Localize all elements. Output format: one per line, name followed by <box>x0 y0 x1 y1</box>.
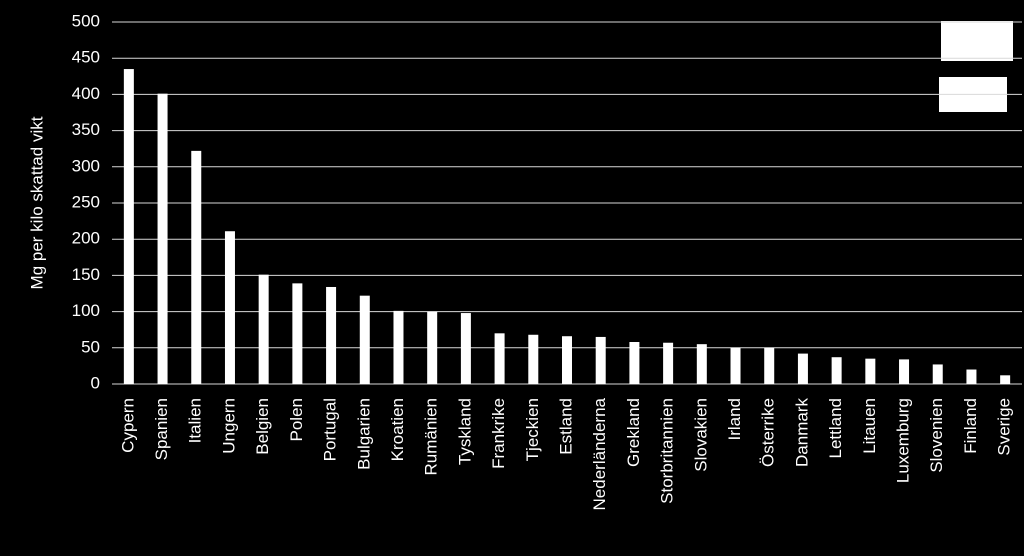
x-tick-label: Tyskland <box>455 398 474 465</box>
x-tick-label: Portugal <box>321 398 340 461</box>
x-tick-label: Österrike <box>759 398 778 467</box>
y-tick-label: 100 <box>72 301 100 320</box>
x-tick-label: Irland <box>725 398 744 441</box>
y-axis-label: Mg per kilo skattad vikt <box>27 116 46 289</box>
x-tick-label: Italien <box>186 398 205 443</box>
bar <box>932 364 943 384</box>
x-tick-label: Polen <box>287 398 306 441</box>
y-tick-label: 0 <box>91 373 100 392</box>
x-tick-label: Sverige <box>995 398 1014 456</box>
x-tick-label: Bulgarien <box>354 398 373 470</box>
x-tick-label: Ungern <box>219 398 238 454</box>
bar <box>258 274 269 384</box>
bar <box>730 347 741 384</box>
bar <box>326 286 337 384</box>
bar <box>393 310 404 384</box>
x-tick-label: Slovenien <box>927 398 946 473</box>
bar <box>359 295 370 384</box>
x-tick-label: Storbritannien <box>658 398 677 504</box>
bar <box>224 231 235 384</box>
y-tick-label: 300 <box>72 156 100 175</box>
x-tick-label: Estland <box>556 398 575 455</box>
bar <box>629 342 640 384</box>
legend-box <box>941 21 1013 61</box>
x-tick-label: Kroatien <box>388 398 407 461</box>
bar <box>865 358 876 384</box>
x-tick-label: Slovakien <box>691 398 710 472</box>
x-tick-label: Tjeckien <box>523 398 542 461</box>
y-tick-label: 450 <box>72 48 100 67</box>
x-tick-label: Grekland <box>624 398 643 467</box>
x-tick-label: Rumänien <box>422 398 441 476</box>
x-tick-label: Luxemburg <box>894 398 913 483</box>
x-tick-label: Spanien <box>152 398 171 460</box>
x-tick-label: Cypern <box>118 398 137 453</box>
bar <box>966 369 977 384</box>
bar <box>764 347 775 384</box>
x-tick-label: Finland <box>961 398 980 454</box>
bar <box>696 344 707 384</box>
bar <box>460 313 471 384</box>
y-tick-label: 250 <box>72 192 100 211</box>
x-tick-label: Nederländerna <box>590 397 609 510</box>
y-tick-label: 150 <box>72 265 100 284</box>
bar <box>157 93 168 385</box>
bar <box>1000 375 1011 384</box>
bar <box>831 357 842 384</box>
y-tick-label: 200 <box>72 229 100 248</box>
bar <box>595 336 606 384</box>
bar <box>899 359 910 384</box>
bar <box>427 311 438 384</box>
bar <box>663 342 674 384</box>
y-tick-label: 350 <box>72 120 100 139</box>
bar <box>494 333 505 384</box>
x-tick-label: Danmark <box>792 398 811 467</box>
bar <box>528 334 539 384</box>
bar <box>797 353 808 384</box>
x-tick-label: Belgien <box>253 398 272 455</box>
y-tick-label: 500 <box>72 11 100 30</box>
y-tick-label: 50 <box>81 337 100 356</box>
y-tick-label: 400 <box>72 84 100 103</box>
bar <box>292 283 303 384</box>
x-tick-label: Lettland <box>826 398 845 459</box>
x-tick-label: Frankrike <box>489 398 508 469</box>
x-tick-label: Litauen <box>860 398 879 454</box>
bar <box>123 69 134 384</box>
bar <box>191 150 202 384</box>
bar <box>562 336 572 384</box>
